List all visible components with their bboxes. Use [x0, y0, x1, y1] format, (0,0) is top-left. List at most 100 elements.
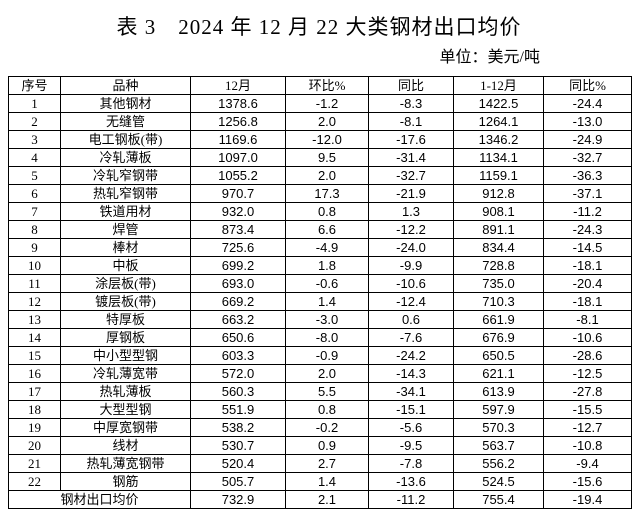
value-cell: 2.0 — [285, 364, 369, 383]
value-cell: -5.6 — [368, 418, 454, 437]
value-cell: -14.5 — [543, 238, 632, 257]
value-cell: 5.5 — [285, 382, 369, 401]
value-cell: 0.8 — [285, 202, 369, 221]
value-cell: 661.9 — [453, 310, 544, 329]
row-index-cell: 18 — [8, 400, 61, 419]
table-row: 11 涂层板(带) 693.0 -0.6 -10.6 735.0 -20.4 — [8, 274, 632, 293]
variety-cell: 中板 — [60, 256, 191, 275]
value-cell: 2.7 — [285, 454, 369, 473]
value-cell: -0.6 — [285, 274, 369, 293]
table-row: 5 冷轧窄钢带 1055.2 2.0 -32.7 1159.1 -36.3 — [8, 166, 632, 185]
value-cell: 1134.1 — [453, 148, 544, 167]
value-cell: -7.8 — [368, 454, 454, 473]
value-cell: -21.9 — [368, 184, 454, 203]
column-header: 12月 — [190, 76, 286, 95]
value-cell: -15.1 — [368, 400, 454, 419]
row-index-cell: 9 — [8, 238, 61, 257]
value-cell: 663.2 — [190, 310, 286, 329]
value-cell: -27.8 — [543, 382, 632, 401]
value-cell: 597.9 — [453, 400, 544, 419]
value-cell: 1.3 — [368, 202, 454, 221]
variety-cell: 大型型钢 — [60, 400, 191, 419]
value-cell: 912.8 — [453, 184, 544, 203]
value-cell: 1256.8 — [190, 112, 286, 131]
table-row: 6 热轧窄钢带 970.7 17.3 -21.9 912.8 -37.1 — [8, 184, 632, 203]
value-cell: -9.9 — [368, 256, 454, 275]
value-cell: -18.1 — [543, 256, 632, 275]
summary-label-cell: 钢材出口均价 — [8, 490, 191, 509]
variety-cell: 电工钢板(带) — [60, 130, 191, 149]
variety-cell: 冷轧薄宽带 — [60, 364, 191, 383]
value-cell: 732.9 — [190, 490, 286, 509]
variety-cell: 镀层板(带) — [60, 292, 191, 311]
value-cell: 728.8 — [453, 256, 544, 275]
row-index-cell: 10 — [8, 256, 61, 275]
value-cell: 710.3 — [453, 292, 544, 311]
value-cell: -18.1 — [543, 292, 632, 311]
row-index-cell: 8 — [8, 220, 61, 239]
value-cell: 0.9 — [285, 436, 369, 455]
value-cell: 1055.2 — [190, 166, 286, 185]
table-row: 13 特厚板 663.2 -3.0 0.6 661.9 -8.1 — [8, 310, 632, 329]
value-cell: 0.6 — [368, 310, 454, 329]
row-index-cell: 12 — [8, 292, 61, 311]
value-cell: -20.4 — [543, 274, 632, 293]
variety-cell: 涂层板(带) — [60, 274, 191, 293]
value-cell: -31.4 — [368, 148, 454, 167]
row-index-cell: 14 — [8, 328, 61, 347]
value-cell: -24.0 — [368, 238, 454, 257]
row-index-cell: 20 — [8, 436, 61, 455]
row-index-cell: 16 — [8, 364, 61, 383]
variety-cell: 厚钢板 — [60, 328, 191, 347]
value-cell: -11.2 — [368, 490, 454, 509]
value-cell: 551.9 — [190, 400, 286, 419]
value-cell: 693.0 — [190, 274, 286, 293]
unit-label: 单位：美元/吨 — [439, 49, 540, 66]
value-cell: -24.4 — [543, 94, 632, 113]
value-cell: 970.7 — [190, 184, 286, 203]
table-row: 16 冷轧薄宽带 572.0 2.0 -14.3 621.1 -12.5 — [8, 364, 632, 383]
row-index-cell: 21 — [8, 454, 61, 473]
value-cell: 530.7 — [190, 436, 286, 455]
value-cell: 556.2 — [453, 454, 544, 473]
row-index-cell: 6 — [8, 184, 61, 203]
value-cell: -36.3 — [543, 166, 632, 185]
value-cell: 908.1 — [453, 202, 544, 221]
table-row: 19 中厚宽钢带 538.2 -0.2 -5.6 570.3 -12.7 — [8, 418, 632, 437]
value-cell: -12.7 — [543, 418, 632, 437]
row-index-cell: 22 — [8, 472, 61, 491]
table-row: 12 镀层板(带) 669.2 1.4 -12.4 710.3 -18.1 — [8, 292, 632, 311]
variety-cell: 特厚板 — [60, 310, 191, 329]
value-cell: 538.2 — [190, 418, 286, 437]
value-cell: -24.9 — [543, 130, 632, 149]
value-cell: -12.2 — [368, 220, 454, 239]
value-cell: 0.8 — [285, 400, 369, 419]
value-cell: 570.3 — [453, 418, 544, 437]
table-row: 9 棒材 725.6 -4.9 -24.0 834.4 -14.5 — [8, 238, 632, 257]
value-cell: 505.7 — [190, 472, 286, 491]
value-cell: 6.6 — [285, 220, 369, 239]
variety-cell: 中小型型钢 — [60, 346, 191, 365]
value-cell: 2.1 — [285, 490, 369, 509]
value-cell: -12.4 — [368, 292, 454, 311]
table-row: 10 中板 699.2 1.8 -9.9 728.8 -18.1 — [8, 256, 632, 275]
row-index-cell: 11 — [8, 274, 61, 293]
variety-cell: 中厚宽钢带 — [60, 418, 191, 437]
value-cell: 873.4 — [190, 220, 286, 239]
value-cell: 735.0 — [453, 274, 544, 293]
row-index-cell: 13 — [8, 310, 61, 329]
value-cell: -10.8 — [543, 436, 632, 455]
table-row: 21 热轧薄宽钢带 520.4 2.7 -7.8 556.2 -9.4 — [8, 454, 632, 473]
value-cell: 1264.1 — [453, 112, 544, 131]
value-cell: -32.7 — [368, 166, 454, 185]
row-index-cell: 17 — [8, 382, 61, 401]
value-cell: -12.5 — [543, 364, 632, 383]
value-cell: -24.3 — [543, 220, 632, 239]
row-index-cell: 4 — [8, 148, 61, 167]
row-index-cell: 1 — [8, 94, 61, 113]
value-cell: 1097.0 — [190, 148, 286, 167]
value-cell: 2.0 — [285, 166, 369, 185]
value-cell: 650.6 — [190, 328, 286, 347]
value-cell: -9.5 — [368, 436, 454, 455]
